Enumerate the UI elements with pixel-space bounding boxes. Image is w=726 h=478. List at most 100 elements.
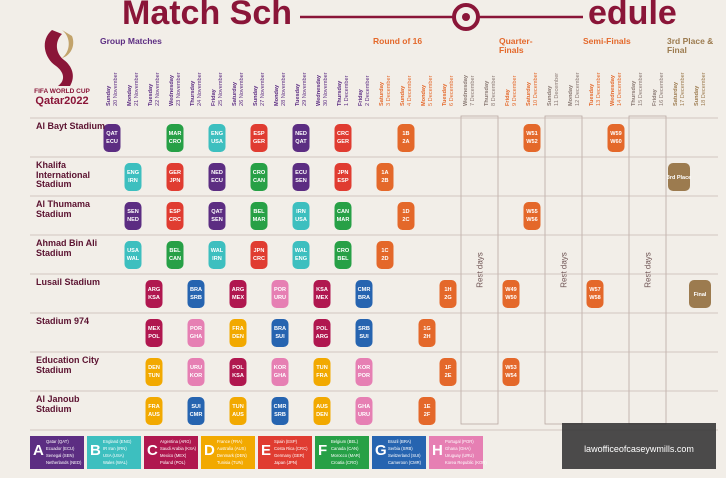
date-label: 14 December	[617, 72, 623, 106]
team-code: CRC	[169, 217, 181, 223]
team-code: CMR	[358, 287, 371, 293]
team-code: ECU	[106, 139, 118, 145]
group-team: England (ENG)	[103, 439, 132, 444]
team-code: GER	[253, 139, 265, 145]
team-code: GHA	[358, 404, 370, 410]
group-team: Qatar (QAT)	[46, 439, 69, 444]
team-code: CAN	[169, 256, 181, 262]
stage-header: Semi-Finals	[583, 36, 631, 46]
date-label: 28 November	[281, 72, 287, 106]
group-team: Portugal (POR)	[445, 439, 474, 444]
group-team: Serbia (SRB)	[388, 446, 413, 451]
group-letter: D	[204, 442, 215, 459]
team-code: 1E	[424, 404, 431, 410]
date-label: 4 December	[407, 75, 413, 106]
match-badge	[208, 241, 226, 269]
stage-header: 3rd Place & Final	[667, 36, 714, 55]
team-code: TUN	[232, 404, 244, 410]
match-badge	[292, 163, 310, 191]
weekday-label: Wednesday	[316, 74, 322, 106]
team-code: 1D	[402, 209, 409, 215]
group-letter: A	[33, 442, 44, 459]
team-code: 2C	[402, 217, 409, 223]
weekday-label: Friday	[652, 88, 658, 106]
group-team: Poland (POL)	[160, 460, 186, 465]
team-code: AUS	[148, 412, 160, 418]
team-code: USA	[211, 139, 223, 145]
team-code: 1H	[444, 287, 451, 293]
group-team: Ghana (GHA)	[445, 446, 471, 451]
team-code: 1B	[402, 131, 409, 137]
team-code: IRN	[212, 256, 222, 262]
team-code: MEX	[232, 295, 244, 301]
match-badge	[418, 319, 436, 347]
date-label: 1 December	[344, 75, 350, 106]
team-code: BRA	[358, 295, 370, 301]
team-code: MEX	[316, 295, 328, 301]
team-code: SUI	[191, 404, 201, 410]
stadium-name: Stadium 974	[36, 316, 90, 326]
match-badge	[229, 319, 247, 347]
team-code: CRO	[337, 248, 350, 254]
team-code: 3rd Place	[667, 175, 691, 181]
group-legend-box	[30, 436, 84, 469]
team-code: NED	[295, 131, 307, 137]
group-team: Switzerland (SUI)	[388, 453, 421, 458]
group-legend-box	[201, 436, 255, 469]
group-team: Cameroon (CMR)	[388, 460, 422, 465]
date-label: 27 November	[260, 72, 266, 106]
team-code: 2E	[445, 373, 452, 379]
group-team: IR Iran (IRN)	[103, 446, 127, 451]
date-label: 23 November	[176, 72, 182, 106]
title-part: edule	[588, 0, 677, 32]
team-code: DEN	[232, 334, 244, 340]
team-code: 2D	[381, 256, 388, 262]
logo-emblem-accent	[62, 30, 74, 58]
rest-label: Rest days	[476, 252, 485, 288]
match-badge	[187, 319, 205, 347]
match-badge	[334, 163, 352, 191]
team-code: POR	[190, 326, 202, 332]
team-code: KOR	[358, 365, 370, 371]
group-letter: H	[432, 442, 443, 459]
weekday-label: Wednesday	[463, 74, 469, 106]
group-team: Canada (CAN)	[331, 446, 359, 451]
group-team: Denmark (DEN)	[217, 453, 247, 458]
match-badge	[229, 397, 247, 425]
date-label: 30 November	[323, 72, 329, 106]
match-badge	[334, 124, 352, 152]
team-code: JPN	[254, 248, 265, 254]
date-label: 5 December	[428, 75, 434, 106]
team-code: CMR	[190, 412, 203, 418]
weekday-label: Sunday	[400, 85, 406, 106]
date-label: 2 December	[365, 75, 371, 106]
group-legend-box	[144, 436, 198, 469]
watermark-box	[562, 423, 716, 469]
weekday-label: Friday	[211, 88, 217, 106]
date-label: 15 December	[638, 72, 644, 106]
match-badge	[271, 319, 289, 347]
match-badge	[313, 358, 331, 386]
weekday-label: Sunday	[547, 85, 553, 106]
group-team: Uruguay (URU)	[445, 453, 474, 458]
team-code: 1G	[423, 326, 430, 332]
match-badge	[334, 241, 352, 269]
team-code: CRC	[337, 131, 349, 137]
team-code: SRB	[190, 295, 202, 301]
weekday-label: Friday	[505, 88, 511, 106]
team-code: 2B	[381, 178, 388, 184]
stadium-name: Lusail Stadium	[36, 277, 101, 287]
team-code: SRB	[358, 326, 370, 332]
weekday-label: Monday	[274, 84, 280, 106]
weekday-label: Tuesday	[589, 83, 595, 106]
group-team: France (FRA)	[217, 439, 243, 444]
match-badge	[334, 202, 352, 230]
match-badge	[523, 202, 541, 230]
team-code: W53	[505, 365, 517, 371]
match-badge	[271, 358, 289, 386]
team-code: SEN	[295, 178, 307, 184]
team-code: KSA	[148, 295, 160, 301]
team-code: DEN	[316, 412, 328, 418]
stage-header: Quarter-Finals	[499, 36, 533, 55]
